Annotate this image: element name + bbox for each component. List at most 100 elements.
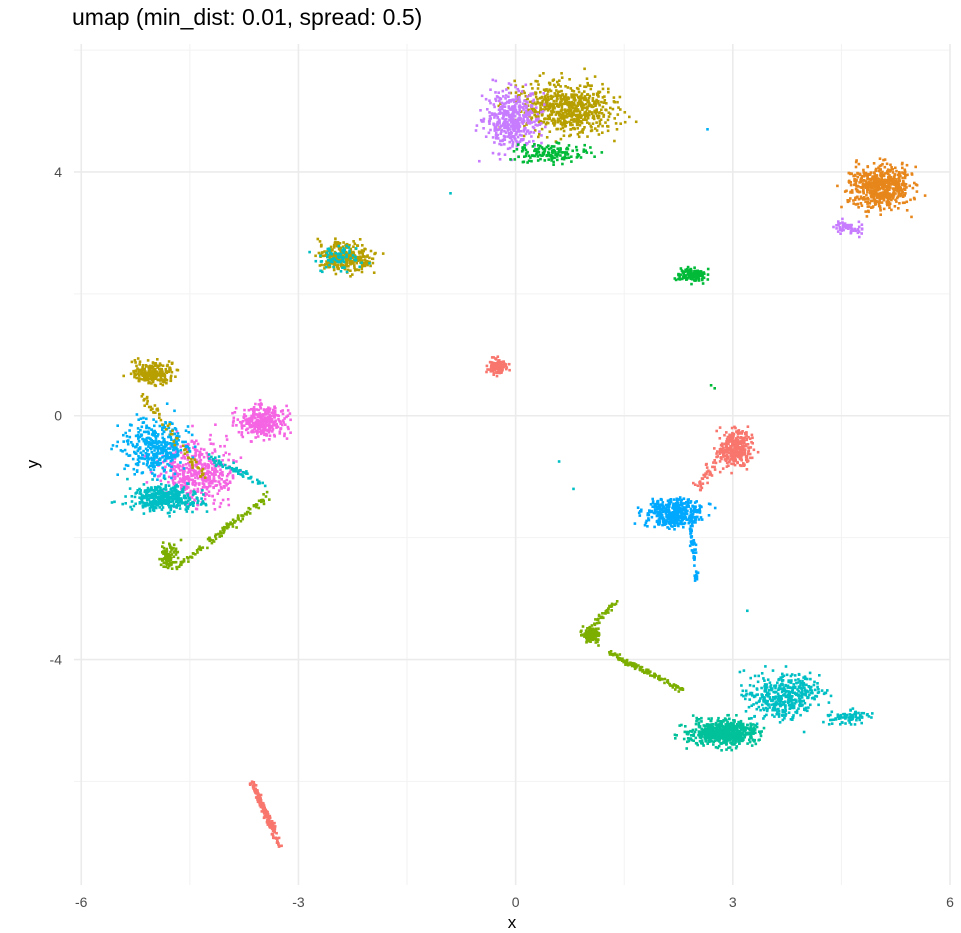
data-point	[702, 271, 706, 274]
data-point	[368, 256, 371, 260]
data-point	[141, 421, 145, 424]
data-point	[738, 457, 742, 461]
data-point	[681, 518, 684, 522]
data-point	[141, 504, 145, 508]
data-point	[571, 103, 574, 107]
data-point	[557, 111, 560, 114]
data-point	[161, 428, 164, 432]
data-point	[334, 272, 338, 276]
data-point	[170, 553, 174, 556]
data-point	[889, 163, 892, 167]
data-point	[594, 112, 598, 115]
data-point	[138, 363, 141, 366]
data-point	[731, 444, 734, 447]
data-point	[169, 558, 173, 562]
data-point	[161, 451, 165, 455]
data-point	[583, 98, 586, 101]
data-point	[507, 362, 511, 366]
data-point	[170, 453, 173, 457]
data-point	[569, 133, 572, 137]
data-point	[159, 461, 162, 465]
data-point	[147, 488, 151, 492]
data-point	[174, 490, 177, 494]
data-point	[880, 181, 883, 184]
data-point	[174, 547, 178, 551]
data-point	[516, 141, 519, 144]
data-point	[156, 364, 159, 368]
data-point	[138, 360, 142, 363]
data-point	[572, 93, 576, 96]
data-point	[151, 458, 155, 462]
data-point	[733, 447, 736, 450]
data-point	[595, 129, 599, 132]
data-point	[156, 475, 160, 478]
data-point	[565, 147, 568, 151]
data-point	[155, 496, 158, 499]
data-point	[328, 263, 331, 267]
data-point	[849, 190, 853, 194]
data-point	[858, 235, 861, 239]
data-point	[511, 110, 515, 113]
data-point	[341, 249, 344, 252]
data-point	[510, 124, 514, 128]
data-point	[500, 366, 503, 369]
data-point	[172, 543, 176, 547]
data-point	[142, 416, 145, 420]
data-point	[589, 84, 592, 87]
data-point	[736, 439, 739, 443]
data-point	[176, 499, 179, 503]
data-point	[166, 454, 169, 458]
data-point	[640, 508, 643, 512]
data-point	[360, 267, 364, 271]
data-point	[547, 144, 550, 148]
data-point	[499, 102, 502, 105]
data-point	[163, 440, 166, 444]
data-point	[732, 462, 735, 466]
data-point	[221, 470, 224, 474]
data-point	[743, 463, 746, 466]
data-point	[550, 159, 553, 162]
data-point	[500, 111, 504, 115]
data-point	[872, 190, 875, 194]
data-point	[890, 208, 893, 212]
data-point	[212, 442, 215, 446]
data-point	[573, 117, 576, 121]
data-point	[526, 150, 529, 154]
data-point	[123, 448, 127, 452]
data-point	[586, 93, 589, 96]
data-point	[493, 141, 496, 144]
data-point	[221, 498, 225, 502]
data-point	[583, 126, 586, 129]
data-point	[913, 181, 916, 185]
data-point	[849, 197, 852, 200]
data-point	[852, 229, 855, 232]
data-point	[165, 550, 169, 553]
data-point	[285, 404, 288, 408]
data-point	[158, 491, 162, 495]
data-point	[558, 114, 561, 117]
data-point	[601, 124, 604, 128]
data-point	[327, 265, 330, 269]
data-point	[745, 437, 748, 441]
data-point	[525, 115, 528, 118]
data-point	[679, 267, 683, 270]
data-point	[678, 273, 681, 277]
data-point	[678, 275, 681, 278]
data-point	[153, 485, 157, 489]
data-point	[137, 437, 140, 440]
data-point	[146, 495, 150, 498]
data-point	[356, 255, 360, 259]
data-point	[869, 182, 872, 185]
data-point	[546, 109, 550, 112]
data-point	[513, 136, 516, 140]
data-point	[546, 93, 549, 96]
data-point	[742, 446, 745, 449]
data-point	[482, 117, 486, 121]
data-point	[356, 258, 360, 262]
data-point	[344, 246, 348, 249]
data-point	[587, 100, 590, 103]
data-point	[289, 418, 292, 422]
data-point	[482, 127, 485, 130]
data-point	[661, 510, 665, 514]
data-point	[531, 154, 535, 157]
